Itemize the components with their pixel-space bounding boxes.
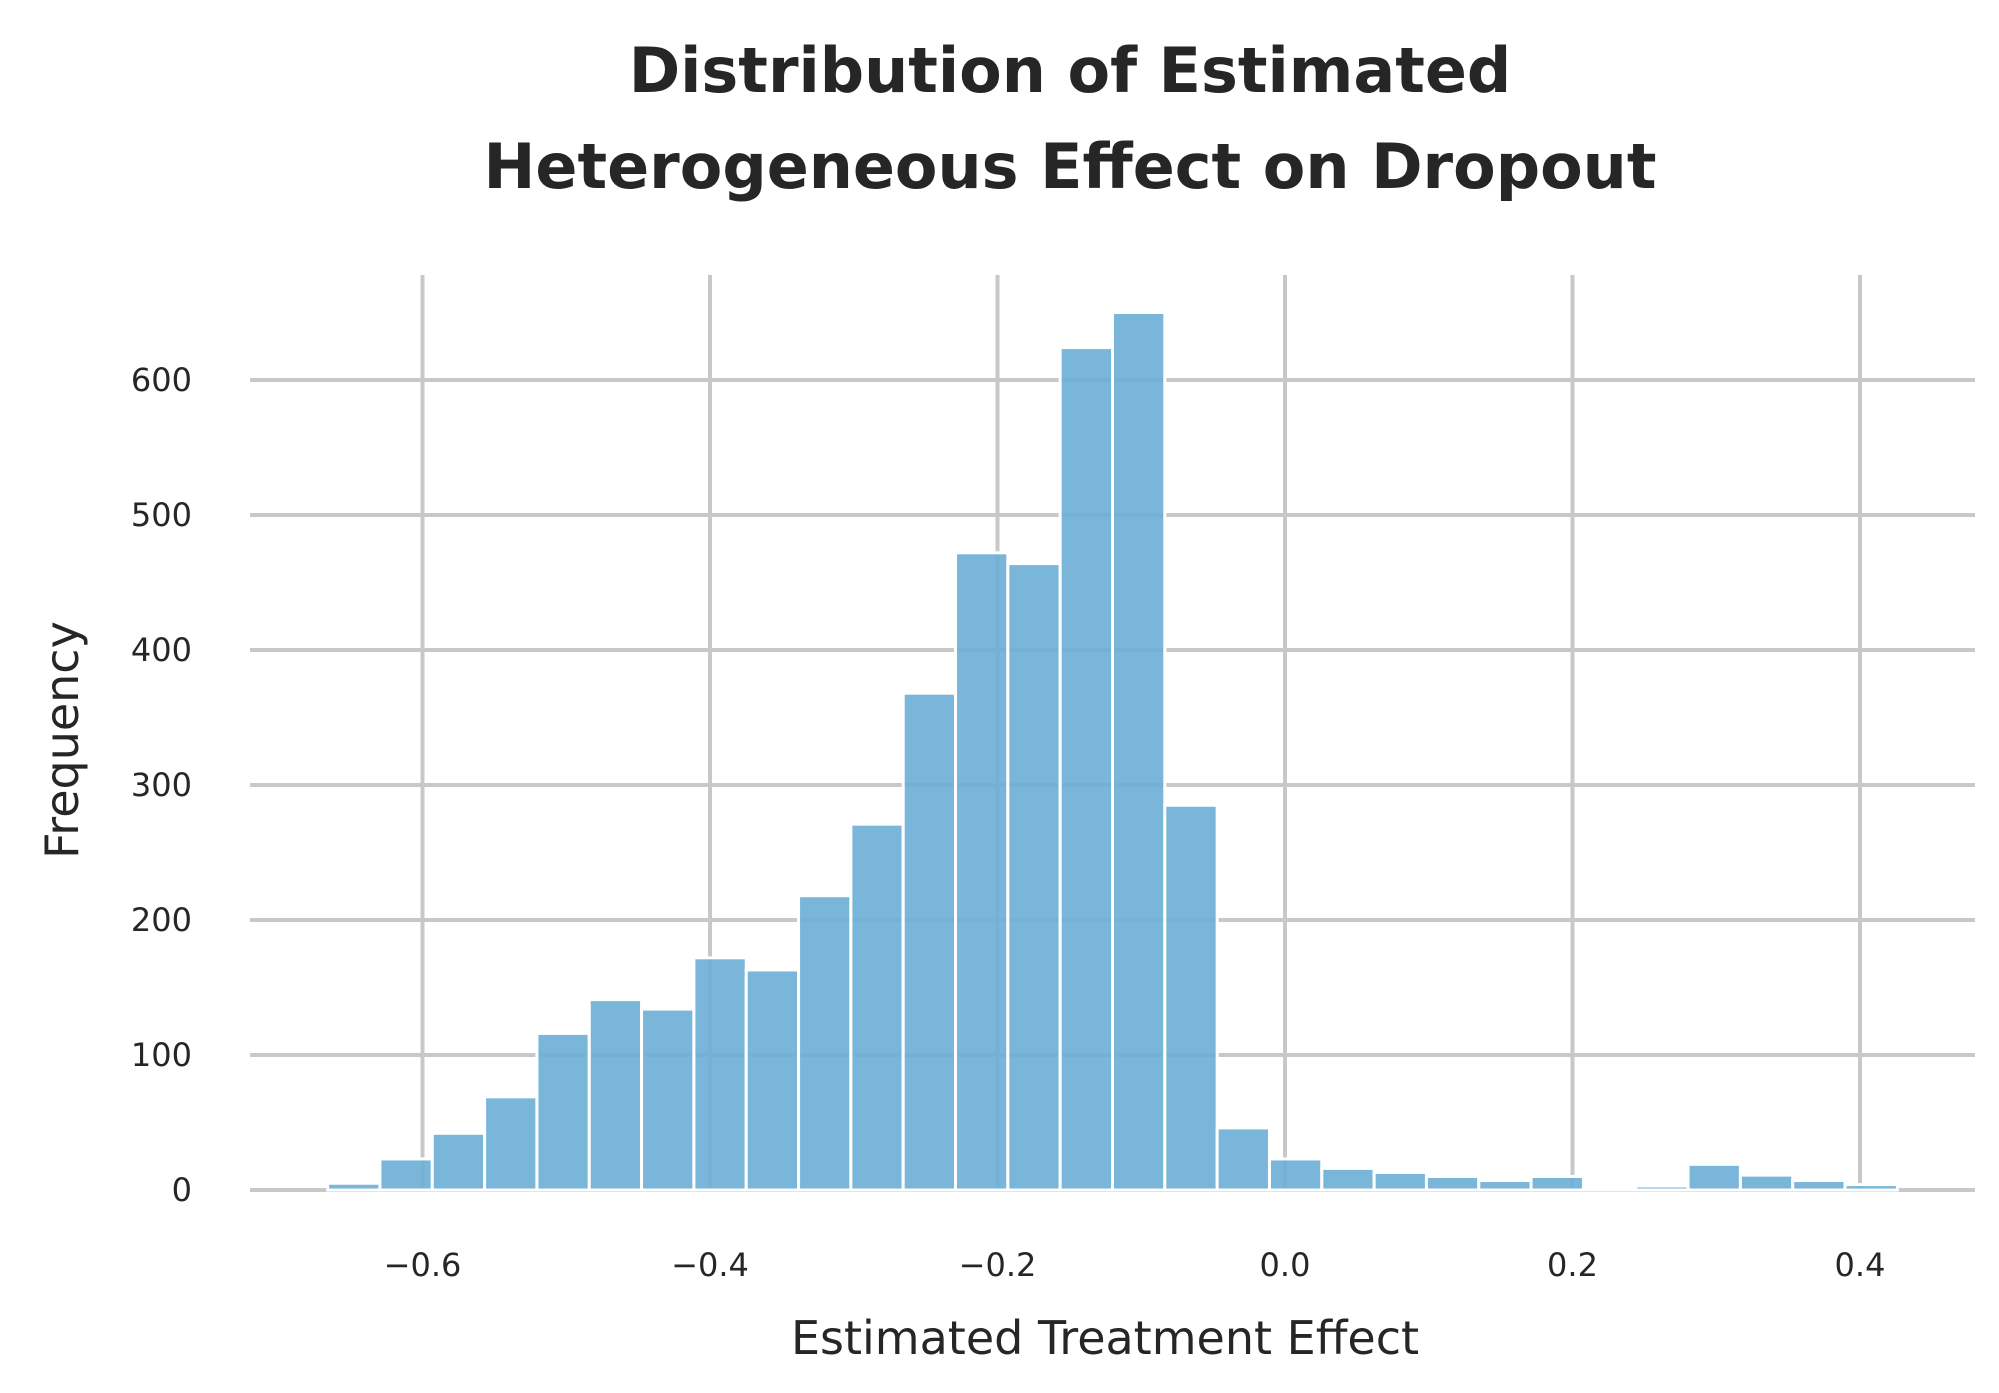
histogram-bar [1215,1126,1271,1192]
histogram-bar [954,551,1010,1192]
y-tick-label: 600 [131,361,192,399]
tick-labels: 0 100 200 300 400 500 600 −0.6 −0.4 −0.2 0.0 0.2 0.4 [131,361,1886,1284]
y-tick-label: 200 [131,901,192,939]
histogram-bar [1424,1175,1481,1192]
y-tick-label: 100 [131,1036,192,1074]
y-tick-label: 300 [131,766,192,804]
histogram-bar [430,1131,487,1192]
histogram-bar [1267,1157,1324,1192]
histogram-bar [1738,1173,1795,1192]
histogram-bar [483,1095,539,1192]
histogram-bars [326,311,1899,1192]
histogram-bar [1581,1185,1638,1192]
histogram-bar [640,1007,696,1192]
histogram-bar [1477,1179,1533,1192]
y-tick-label: 500 [131,496,192,534]
x-axis-label: Estimated Treatment Effect [791,1311,1419,1365]
histogram-bar [744,968,801,1192]
y-axis-label: Frequency [35,621,89,859]
x-tick-label: −0.4 [671,1246,749,1284]
histogram-bar [1634,1184,1690,1192]
histogram-bar [1006,562,1062,1192]
histogram-bar [692,956,748,1192]
histogram-bar [1320,1166,1376,1192]
histogram-bar [378,1157,434,1192]
chart-title-line-1: Distribution of Estimated [629,34,1512,107]
x-tick-label: −0.2 [959,1246,1037,1284]
histogram-bar [797,894,853,1192]
histogram-bar [1163,803,1219,1192]
histogram-bar [849,822,905,1192]
x-tick-label: 0.2 [1547,1246,1598,1284]
histogram-bar [535,1031,591,1192]
histogram-bar [1843,1183,1899,1192]
histogram-bar [326,1181,382,1192]
histogram-bar [1791,1179,1847,1192]
histogram-bar [1686,1162,1742,1192]
histogram-bar [1529,1175,1585,1192]
y-tick-label: 400 [131,631,192,669]
y-tick-label: 0 [172,1171,192,1209]
x-tick-label: 0.4 [1835,1246,1886,1284]
histogram-bar [1111,311,1167,1192]
histogram-bar [901,691,958,1192]
x-tick-label: 0.0 [1260,1246,1311,1284]
histogram-bar [1372,1170,1428,1192]
histogram-bar [587,998,644,1192]
chart-title-line-2: Heterogeneous Effect on Dropout [484,130,1657,203]
histogram-bar [1058,346,1115,1192]
x-tick-label: −0.6 [384,1246,462,1284]
